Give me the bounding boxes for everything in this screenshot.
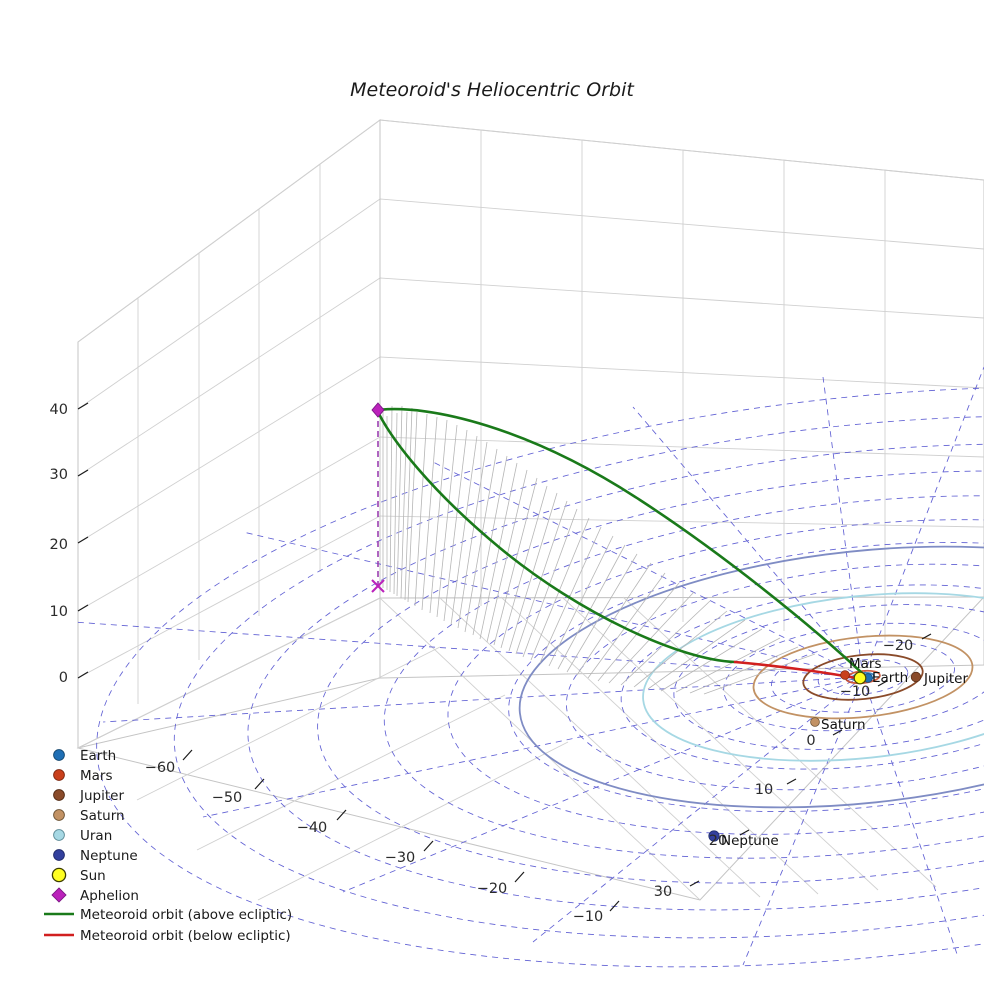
annotation-neptune: Neptune bbox=[721, 833, 779, 849]
legend: Earth Mars Jupiter Saturn Uran bbox=[44, 748, 292, 944]
legend-label: Meteoroid orbit (below ecliptic) bbox=[80, 928, 291, 944]
orbit-drop-lines bbox=[382, 405, 816, 695]
legend-item-saturn[interactable]: Saturn bbox=[53, 808, 125, 824]
legend-marker-aphelion-diamond-icon bbox=[51, 887, 67, 903]
meteoroid-orbit-below-ecliptic bbox=[733, 660, 863, 681]
y-tick-label: 0 bbox=[806, 733, 815, 749]
aphelion-projection-x-marker bbox=[371, 579, 385, 593]
legend-item-sun[interactable]: Sun bbox=[51, 867, 106, 884]
x-axis-tick-labels: −60 −50 −40 −30 −20 −10 bbox=[145, 760, 604, 925]
z-tick-label: 0 bbox=[59, 670, 68, 686]
orbit-jupiter bbox=[802, 653, 924, 701]
z-tick-label: 20 bbox=[50, 537, 68, 553]
page-title: Meteoroid's Heliocentric Orbit bbox=[350, 79, 635, 101]
pane-right-wall bbox=[379, 119, 984, 679]
marker-mars bbox=[840, 670, 850, 680]
orbit-uranus bbox=[642, 592, 984, 762]
planet-annotations: Mars Earth Jupiter Saturn Neptune bbox=[721, 656, 968, 849]
legend-label: Meteoroid orbit (above ecliptic) bbox=[80, 907, 292, 923]
legend-marker-jupiter-icon bbox=[53, 789, 65, 801]
annotation-mars: Mars bbox=[849, 656, 882, 672]
axes3d-panes bbox=[76, 119, 984, 901]
y-tick-label: −10 bbox=[840, 684, 871, 700]
x-tick-label: −30 bbox=[385, 850, 416, 866]
legend-item-jupiter[interactable]: Jupiter bbox=[53, 788, 125, 804]
heliocentric-polar-grid bbox=[72, 366, 984, 968]
legend-item-mars[interactable]: Mars bbox=[53, 768, 113, 784]
marker-aphelion bbox=[371, 402, 385, 418]
axis-tick-marks bbox=[77, 402, 932, 912]
legend-marker-mars-icon bbox=[53, 769, 65, 781]
legend-item-aphelion[interactable]: Aphelion bbox=[51, 887, 139, 904]
annotation-earth: Earth bbox=[872, 670, 908, 686]
legend-marker-saturn-icon bbox=[53, 809, 65, 821]
legend-marker-uran-icon bbox=[53, 829, 65, 841]
x-tick-label: −20 bbox=[477, 881, 508, 897]
orbit-saturn bbox=[752, 634, 974, 720]
orbit-neptune bbox=[518, 545, 984, 809]
x-tick-label: −50 bbox=[212, 790, 243, 806]
legend-item-orbit-below-ecliptic[interactable]: Meteoroid orbit (below ecliptic) bbox=[44, 928, 291, 944]
legend-label: Neptune bbox=[80, 848, 138, 864]
z-tick-label: 10 bbox=[50, 604, 68, 620]
legend-item-orbit-above-ecliptic[interactable]: Meteoroid orbit (above ecliptic) bbox=[44, 907, 292, 923]
pane-left-wall bbox=[77, 119, 381, 749]
legend-label: Jupiter bbox=[79, 788, 124, 804]
annotation-jupiter: Jupiter bbox=[923, 671, 968, 687]
legend-label: Sun bbox=[80, 868, 106, 884]
meteoroid-orbit-above-ecliptic-return bbox=[376, 410, 737, 664]
y-tick-label: 30 bbox=[654, 884, 672, 900]
planet-markers bbox=[371, 402, 922, 842]
legend-label: Saturn bbox=[80, 808, 125, 824]
x-tick-label: −60 bbox=[145, 760, 176, 776]
legend-item-neptune[interactable]: Neptune bbox=[53, 848, 138, 864]
annotation-saturn: Saturn bbox=[821, 717, 866, 733]
legend-marker-sun-icon bbox=[51, 867, 67, 883]
marker-sun bbox=[853, 671, 867, 685]
marker-jupiter bbox=[910, 671, 922, 683]
meteoroid-orbit-above-ecliptic bbox=[376, 407, 865, 676]
legend-marker-neptune-icon bbox=[53, 849, 65, 861]
y-tick-label: −20 bbox=[883, 638, 914, 654]
marker-neptune bbox=[708, 830, 720, 842]
legend-label: Earth bbox=[80, 748, 116, 764]
legend-label: Aphelion bbox=[80, 888, 139, 904]
pane-floor bbox=[76, 596, 984, 901]
y-tick-label: 20 bbox=[709, 833, 727, 849]
legend-item-uran[interactable]: Uran bbox=[53, 828, 113, 844]
aphelion-drop bbox=[371, 411, 385, 593]
z-tick-label: 40 bbox=[50, 402, 68, 418]
x-tick-label: −40 bbox=[297, 820, 328, 836]
z-axis-tick-labels: 40 30 20 10 0 bbox=[50, 402, 68, 686]
marker-saturn bbox=[810, 717, 820, 727]
legend-label: Mars bbox=[80, 768, 113, 784]
y-tick-label: 10 bbox=[755, 782, 773, 798]
y-axis-tick-labels: −20 −10 0 10 20 30 bbox=[654, 638, 914, 900]
x-tick-label: −10 bbox=[573, 909, 604, 925]
legend-label: Uran bbox=[80, 828, 112, 844]
legend-item-earth[interactable]: Earth bbox=[53, 748, 117, 764]
z-tick-label: 30 bbox=[50, 467, 68, 483]
legend-marker-earth-icon bbox=[53, 749, 65, 761]
